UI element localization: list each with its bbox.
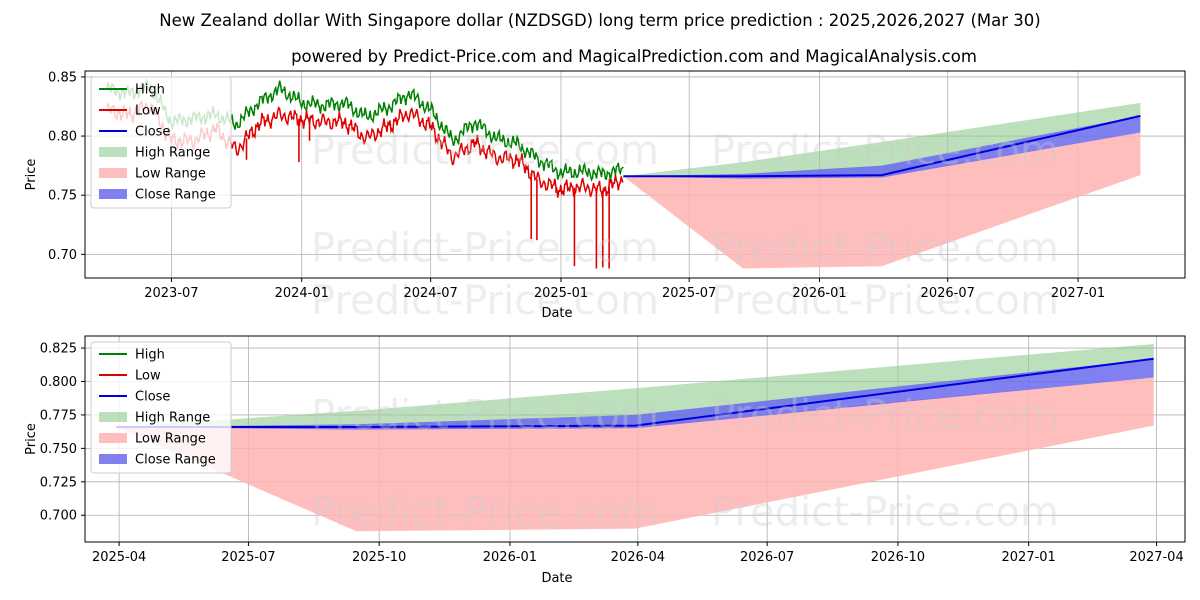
x-axis-label: Date [541,306,572,321]
high-range-band [623,102,1141,177]
y-tick-label: 0.700 [40,509,77,524]
legend-patch-swatch [99,412,127,422]
watermark-text: Predict-Price.com [311,393,659,439]
y-tick-label: 0.85 [48,70,77,85]
x-tick-label: 2026-01 [483,550,537,565]
y-axis-label: Price [24,159,39,191]
legend-entry-label: High Range [135,146,210,161]
watermark-text: Predict-Price.com [711,225,1059,271]
legend-patch-swatch [99,189,127,199]
bottom-axes-frame [84,335,1186,543]
close-range-band [623,115,1141,179]
legend-entry-label: Low [135,104,161,119]
x-axis-label: Date [541,571,572,586]
y-tick-label: 0.800 [40,375,77,390]
x-tick-label: 2024-07 [403,286,457,301]
legend-entry-label: Close Range [135,453,216,468]
x-tick-label: 2027-04 [1129,550,1183,565]
legend-entry-label: Low Range [135,167,206,182]
legend-entry-label: High [135,83,165,98]
legend-entry-label: Low Range [135,432,206,447]
legend-entry-label: High Range [135,411,210,426]
x-tick-label: 2027-01 [1051,286,1105,301]
legend-entry-label: Close Range [135,188,216,203]
x-tick-label: 2027-01 [1002,550,1056,565]
x-tick-label: 2026-10 [871,550,925,565]
watermark-text: Predict-Price.com [711,278,1059,324]
bottom-panel: Predict-Price.com Predict-Price.com Predic… [24,335,1186,586]
y-tick-label: 0.775 [40,408,77,423]
top-panel: Predict-Price.com Predict-Price.com Predic… [24,70,1186,324]
x-tick-label: 2023-07 [144,286,198,301]
bottom-plot-area [116,344,1154,532]
top-watermarks: Predict-Price.com Predict-Price.com Predic… [311,128,1059,324]
y-axis-label: Price [24,423,39,455]
y-tick-label: 0.80 [48,130,77,145]
watermark-text: Predict-Price.com [311,225,659,271]
close-line [116,357,1154,428]
bottom-legend: High Low Close High Range Low Range Close Ran… [90,341,232,474]
bottom-watermarks: Predict-Price.com Predict-Price.com Predic… [311,393,1059,536]
chart-subtitle: powered by Predict-Price.com and Magical… [291,47,977,66]
legend-entry-label: Close [135,390,170,405]
x-tick-label: 2024-01 [275,286,329,301]
legend-patch-swatch [99,454,127,464]
watermark-text: Predict-Price.com [711,128,1059,174]
x-tick-label: 2025-07 [662,286,716,301]
high-range-band [116,344,1154,427]
x-tick-label: 2026-07 [921,286,975,301]
x-tick-label: 2025-01 [534,286,588,301]
watermark-text: Predict-Price.com [311,278,659,324]
low-range-band [116,377,1154,532]
y-tick-label: 0.75 [48,189,77,204]
y-tick-label: 0.725 [40,475,77,490]
x-tick-label: 2025-07 [221,550,275,565]
x-tick-label: 2025-10 [352,550,406,565]
bottom-x-axis: 2025-04 2025-07 2025-10 2026-01 2026-04 2026-… [92,542,1184,565]
y-tick-label: 0.750 [40,442,77,457]
legend-entry-label: Close [135,125,170,140]
legend-patch-swatch [99,433,127,443]
chart-title: New Zealand dollar With Singapore dollar… [159,11,1040,30]
x-tick-label: 2026-07 [740,550,794,565]
watermark-text: Predict-Price.com [311,128,659,174]
y-tick-label: 0.70 [48,248,77,263]
top-y-axis: 0.70 0.75 0.80 0.85 [48,70,85,263]
x-tick-label: 2025-04 [92,550,146,565]
y-tick-label: 0.825 [40,342,77,357]
top-axes-frame [84,70,1186,279]
close-line [623,114,1141,178]
watermark-text: Predict-Price.com [311,490,659,536]
close-range-band [116,358,1154,430]
x-tick-label: 2026-01 [792,286,846,301]
bottom-y-axis: 0.700 0.725 0.750 0.775 0.800 0.825 [40,342,85,524]
watermark-text: Predict-Price.com [711,490,1059,536]
x-tick-label: 2026-04 [611,550,665,565]
legend-patch-swatch [99,168,127,178]
top-legend: High Low Close High Range Low Range Close Ran… [90,76,232,209]
legend-entry-label: Low [135,369,161,384]
low-range-band [623,132,1141,269]
top-x-axis: 2023-07 2024-01 2024-07 2025-01 2025-07 2026-… [144,278,1105,301]
legend-entry-label: High [135,348,165,363]
legend-patch-swatch [99,147,127,157]
watermark-text: Predict-Price.com [711,393,1059,439]
